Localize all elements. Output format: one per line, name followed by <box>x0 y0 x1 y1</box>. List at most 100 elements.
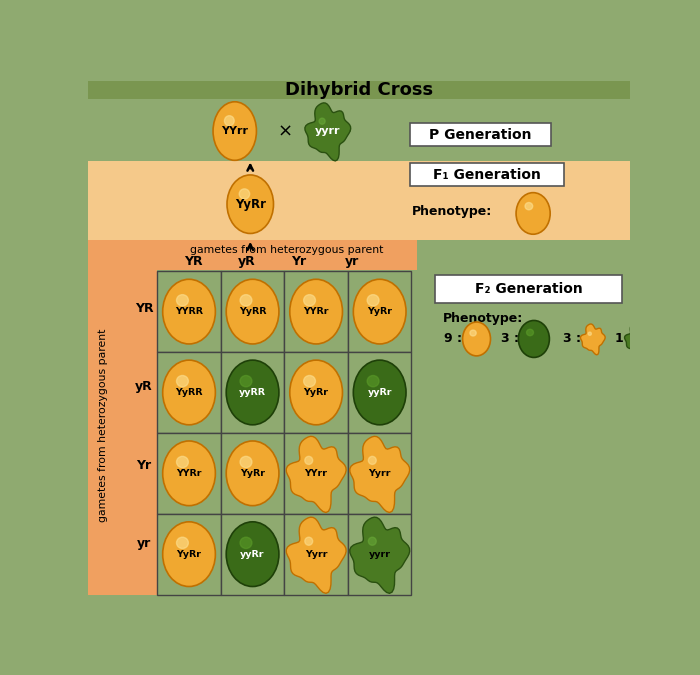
Polygon shape <box>305 103 351 161</box>
Ellipse shape <box>304 456 313 464</box>
Text: YYRR: YYRR <box>175 307 203 316</box>
FancyBboxPatch shape <box>348 271 412 352</box>
Text: Yyrr: Yyrr <box>305 549 328 559</box>
Text: yR: yR <box>135 380 153 394</box>
Text: Dihybrid Cross: Dihybrid Cross <box>285 81 433 99</box>
Ellipse shape <box>176 456 188 468</box>
Ellipse shape <box>226 522 279 587</box>
FancyBboxPatch shape <box>158 514 220 595</box>
Ellipse shape <box>225 115 235 126</box>
Ellipse shape <box>588 332 592 335</box>
Ellipse shape <box>470 330 476 336</box>
FancyBboxPatch shape <box>158 271 220 352</box>
Text: ×: × <box>278 122 293 140</box>
Ellipse shape <box>240 537 252 549</box>
Ellipse shape <box>226 279 279 344</box>
Text: 9 :: 9 : <box>444 333 462 346</box>
FancyBboxPatch shape <box>220 433 284 514</box>
Text: YyRr: YyRr <box>304 388 328 397</box>
FancyBboxPatch shape <box>284 514 348 595</box>
Ellipse shape <box>368 456 376 464</box>
Text: F₂ Generation: F₂ Generation <box>475 282 582 296</box>
FancyBboxPatch shape <box>410 163 564 186</box>
FancyBboxPatch shape <box>158 240 417 269</box>
Text: YR: YR <box>135 302 153 315</box>
Ellipse shape <box>240 456 252 468</box>
Text: yyRR: yyRR <box>239 388 266 397</box>
Text: 3 :: 3 : <box>564 333 581 346</box>
Text: YYRr: YYRr <box>176 469 202 478</box>
Text: YYRr: YYRr <box>303 307 329 316</box>
FancyBboxPatch shape <box>158 433 220 514</box>
Ellipse shape <box>240 375 252 387</box>
Ellipse shape <box>162 360 216 425</box>
Ellipse shape <box>240 294 252 306</box>
Text: yyrr: yyrr <box>369 549 391 559</box>
FancyBboxPatch shape <box>88 240 630 601</box>
Text: P Generation: P Generation <box>429 128 532 142</box>
Text: YyRr: YyRr <box>176 549 202 559</box>
Ellipse shape <box>368 537 376 545</box>
Ellipse shape <box>239 189 250 199</box>
Polygon shape <box>350 436 410 512</box>
Text: Yyrr: Yyrr <box>368 469 391 478</box>
Text: Yr: Yr <box>136 459 152 472</box>
FancyBboxPatch shape <box>284 433 348 514</box>
FancyBboxPatch shape <box>88 99 630 161</box>
Text: yyRr: yyRr <box>368 388 392 397</box>
Text: yr: yr <box>137 537 151 550</box>
Ellipse shape <box>319 118 325 124</box>
Ellipse shape <box>354 279 406 344</box>
FancyBboxPatch shape <box>220 271 284 352</box>
FancyBboxPatch shape <box>284 352 348 433</box>
Text: Yr: Yr <box>291 255 307 269</box>
Text: gametes from heterozygous parent: gametes from heterozygous parent <box>98 329 108 522</box>
Text: Phenotype:: Phenotype: <box>442 312 523 325</box>
FancyBboxPatch shape <box>435 275 622 303</box>
Text: YyRr: YyRr <box>368 307 392 316</box>
Ellipse shape <box>176 375 188 387</box>
Text: yr: yr <box>344 255 359 269</box>
FancyBboxPatch shape <box>158 352 220 433</box>
Ellipse shape <box>304 375 316 387</box>
Ellipse shape <box>463 322 491 356</box>
Ellipse shape <box>162 441 216 506</box>
Ellipse shape <box>162 279 216 344</box>
Text: YyRr: YyRr <box>240 469 265 478</box>
Ellipse shape <box>304 294 316 306</box>
Ellipse shape <box>226 441 279 506</box>
Ellipse shape <box>176 537 188 549</box>
Polygon shape <box>286 517 346 593</box>
Text: yyRr: yyRr <box>240 549 265 559</box>
FancyBboxPatch shape <box>220 352 284 433</box>
Text: YYrr: YYrr <box>221 126 248 136</box>
Text: YR: YR <box>184 255 203 269</box>
FancyBboxPatch shape <box>220 514 284 595</box>
Polygon shape <box>580 324 606 355</box>
Ellipse shape <box>304 537 313 545</box>
FancyBboxPatch shape <box>88 81 630 99</box>
FancyBboxPatch shape <box>410 124 551 146</box>
Ellipse shape <box>290 360 342 425</box>
Text: YYrr: YYrr <box>304 469 328 478</box>
FancyBboxPatch shape <box>88 240 158 595</box>
Text: gametes from heterozygous parent: gametes from heterozygous parent <box>190 244 384 254</box>
Polygon shape <box>286 436 346 512</box>
Polygon shape <box>350 517 410 593</box>
Ellipse shape <box>162 522 216 587</box>
Ellipse shape <box>526 329 533 335</box>
Text: yR: yR <box>237 255 256 269</box>
Ellipse shape <box>525 202 533 210</box>
Ellipse shape <box>633 331 636 335</box>
Ellipse shape <box>176 294 188 306</box>
Polygon shape <box>624 323 651 356</box>
FancyBboxPatch shape <box>348 433 412 514</box>
Ellipse shape <box>227 175 274 234</box>
FancyBboxPatch shape <box>284 271 348 352</box>
Ellipse shape <box>354 360 406 425</box>
Ellipse shape <box>519 321 550 358</box>
Ellipse shape <box>213 102 256 160</box>
Text: YyRR: YyRR <box>239 307 266 316</box>
Ellipse shape <box>368 294 379 306</box>
Text: Phenotype:: Phenotype: <box>412 205 491 219</box>
